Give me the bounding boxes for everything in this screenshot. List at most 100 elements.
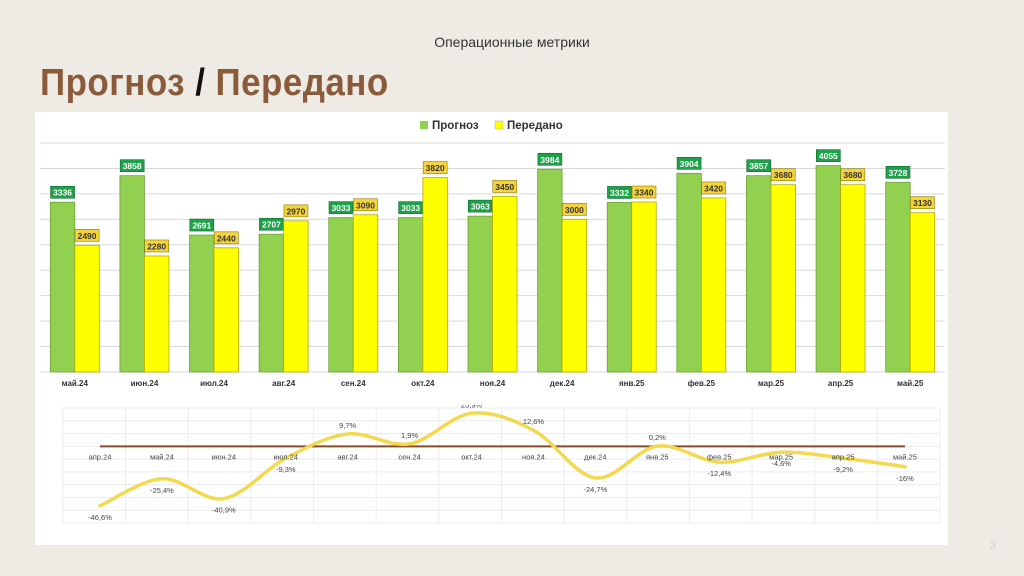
variance-line: [98, 411, 907, 508]
forecast-data-label: 3033: [332, 203, 351, 213]
x-tick-label: сен.24: [398, 452, 421, 461]
delivered-bar: [770, 184, 796, 373]
forecast-bar: [676, 172, 702, 373]
forecast-bar: [537, 168, 563, 373]
delivered-label-box: [770, 168, 796, 182]
delivered-bar: [144, 255, 170, 373]
chart-panel: Прогноз Передано 3336 2490 май.24 3858 2280 июн…: [35, 112, 948, 545]
data-label: 25,9%: [461, 405, 483, 409]
forecast-label-box: [676, 157, 702, 170]
x-tick-label: мар.25: [769, 452, 793, 461]
delivered-data-label: 3340: [635, 188, 654, 198]
data-label: 9,7%: [339, 421, 356, 430]
forecast-label-box: [746, 159, 772, 173]
x-tick-label: июл.24: [274, 452, 298, 461]
forecast-label-box: [537, 152, 563, 166]
forecast-label-box: [885, 165, 911, 179]
delivered-label-box: [144, 239, 169, 253]
delivered-bar: [909, 212, 936, 373]
x-tick-label: фев.25: [688, 379, 716, 388]
x-tick-label: янв.25: [619, 379, 645, 388]
forecast-bar: [328, 217, 354, 373]
delivered-data-label: 2440: [217, 233, 236, 243]
delivered-data-label: 3450: [495, 182, 514, 192]
delivered-bar: [74, 244, 100, 373]
delivered-label-box: [422, 161, 448, 174]
forecast-label-box: [50, 185, 75, 199]
forecast-data-label: 3033: [401, 203, 420, 213]
forecast-bar: [885, 181, 911, 373]
forecast-data-label: 3063: [471, 202, 490, 212]
title-forecast: Прогноз: [40, 62, 186, 104]
forecast-label-box: [189, 218, 215, 232]
delivered-data-label: 3420: [704, 183, 723, 193]
x-tick-label: май.24: [62, 379, 89, 388]
forecast-bar: [397, 217, 424, 373]
forecast-bar: [467, 215, 493, 373]
delivered-label-box: [353, 198, 378, 212]
forecast-bar: [189, 234, 215, 373]
forecast-bar: [49, 201, 76, 373]
delivered-data-label: 3130: [913, 198, 932, 208]
data-label: 1,9%: [401, 431, 418, 440]
line-chart: апр.24 -46,6% май.24 -25,4% июн.24 -40,9% июл.…: [62, 405, 941, 524]
x-tick-label: дек.24: [550, 379, 575, 388]
forecast-data-label: 4055: [819, 151, 838, 161]
legend-swatch: [420, 121, 428, 129]
delivered-label-box: [492, 180, 518, 193]
bar-chart: Прогноз Передано 3336 2490 май.24 3858 2280 июн…: [40, 120, 945, 388]
forecast-bar: [119, 175, 145, 373]
data-label: -12,4%: [707, 469, 731, 478]
title-delivered: Передано: [215, 62, 389, 104]
slide-subtitle: Операционные метрики: [434, 34, 590, 50]
forecast-data-label: 3857: [749, 161, 768, 171]
forecast-data-label: 2707: [262, 220, 281, 230]
delivered-bar: [561, 218, 588, 373]
x-tick-label: ноя.24: [522, 452, 545, 461]
delivered-bar: [492, 196, 518, 373]
delivered-data-label: 3090: [356, 200, 375, 210]
delivered-label-box: [74, 228, 100, 242]
x-tick-label: июн.24: [212, 452, 236, 461]
x-tick-label: май.25: [897, 379, 924, 388]
delivered-label-box: [910, 196, 935, 210]
slide-title: Прогноз / Передано: [40, 62, 389, 105]
x-tick-label: мар.25: [758, 379, 785, 388]
delivered-label-box: [840, 168, 866, 182]
x-tick-label: окт.24: [461, 452, 482, 461]
x-tick-label: май.24: [150, 452, 174, 461]
forecast-data-label: 2691: [192, 221, 211, 231]
forecast-data-label: 3728: [888, 168, 907, 178]
delivered-data-label: 2970: [286, 206, 305, 216]
delivered-data-label: 2280: [147, 241, 166, 251]
x-tick-label: июл.24: [200, 379, 228, 388]
forecast-data-label: 3336: [53, 188, 72, 198]
forecast-data-label: 3904: [680, 159, 699, 169]
forecast-bar: [815, 165, 841, 373]
data-label: -25,4%: [150, 486, 174, 495]
forecast-bar: [746, 175, 772, 373]
data-label: 0,2%: [649, 433, 666, 442]
delivered-data-label: 3680: [843, 170, 862, 180]
delivered-label-box: [701, 181, 726, 195]
delivered-bar: [631, 201, 657, 373]
delivered-bar: [352, 214, 379, 373]
legend-swatch: [494, 120, 504, 130]
x-tick-label: апр.25: [832, 452, 855, 461]
legend-label: Передано: [507, 120, 563, 132]
x-tick-label: окт.24: [411, 379, 435, 388]
forecast-data-label: 3858: [123, 161, 142, 171]
x-tick-label: авг.24: [337, 452, 357, 461]
page-number: 3: [989, 540, 996, 552]
data-label: -4,6%: [771, 459, 791, 468]
x-tick-label: ноя.24: [480, 379, 506, 388]
delivered-bar: [700, 197, 727, 373]
title-slash: /: [195, 62, 206, 104]
data-label: -9,3%: [276, 465, 296, 474]
forecast-label-box: [607, 186, 632, 199]
data-label: -16%: [896, 474, 914, 483]
x-tick-label: сен.24: [341, 379, 366, 388]
x-tick-label: май.25: [893, 452, 917, 461]
data-label: -9,2%: [833, 465, 853, 474]
data-label: -24,7%: [584, 485, 608, 494]
